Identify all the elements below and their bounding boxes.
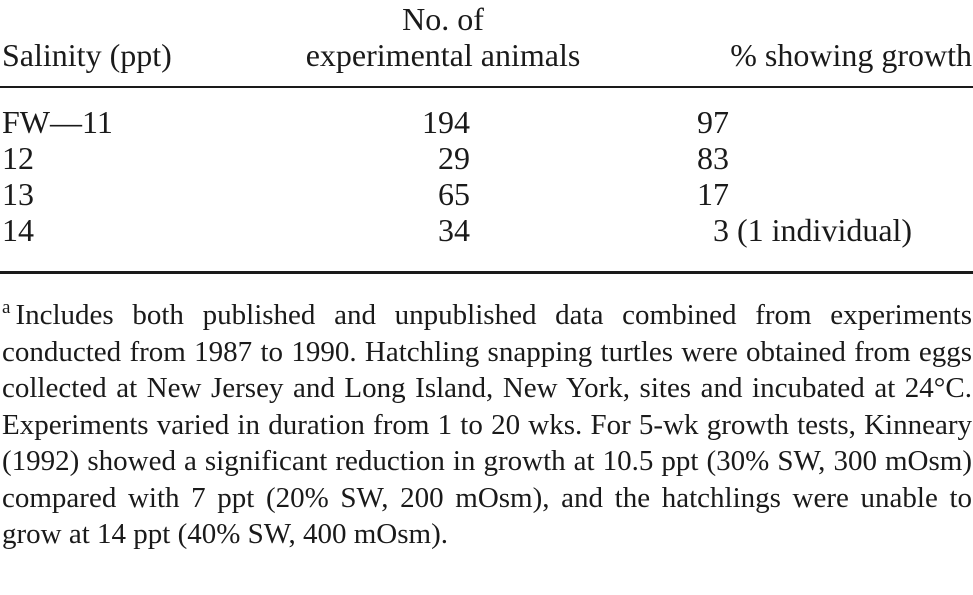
cell-growth: 97 [697, 104, 729, 140]
header-divider [0, 86, 973, 88]
table-row: 13 65 17 [0, 176, 973, 212]
header-animals-line1: No. of [402, 1, 484, 37]
data-table: Salinity (ppt) No. of experimental anima… [0, 0, 973, 274]
header-animals-line2: experimental animals [305, 37, 581, 73]
cell-growth: 83 [697, 140, 729, 176]
table-header: Salinity (ppt) No. of experimental anima… [0, 0, 973, 78]
footnote-text: Includes both published and unpublished … [2, 299, 972, 550]
cell-animals: 29 [438, 140, 470, 176]
cell-growth: 3 (1 individual) [697, 212, 913, 248]
cell-salinity: FW—11 [2, 104, 113, 140]
footnote-marker: a [2, 297, 11, 318]
table-row: 12 29 83 [0, 140, 973, 176]
header-salinity: Salinity (ppt) [2, 37, 172, 73]
cell-salinity: 13 [2, 176, 34, 212]
cell-growth: 17 [697, 176, 729, 212]
header-experimental-animals: No. of experimental animals [282, 1, 604, 73]
table-row: FW—11 194 97 [0, 104, 973, 140]
header-percent-growth: % showing growth [730, 37, 972, 73]
table-row: 14 34 3 (1 individual) [0, 212, 973, 248]
cell-animals: 65 [438, 176, 470, 212]
table-body: FW—11 194 97 12 29 83 13 65 17 14 34 3 (… [0, 104, 973, 248]
cell-salinity: 12 [2, 140, 34, 176]
cell-salinity: 14 [2, 212, 34, 248]
table-bottom-rule [0, 271, 973, 274]
cell-animals: 194 [422, 104, 470, 140]
cell-animals: 34 [438, 212, 470, 248]
table-footnote: a Includes both published and unpublished… [2, 297, 972, 553]
